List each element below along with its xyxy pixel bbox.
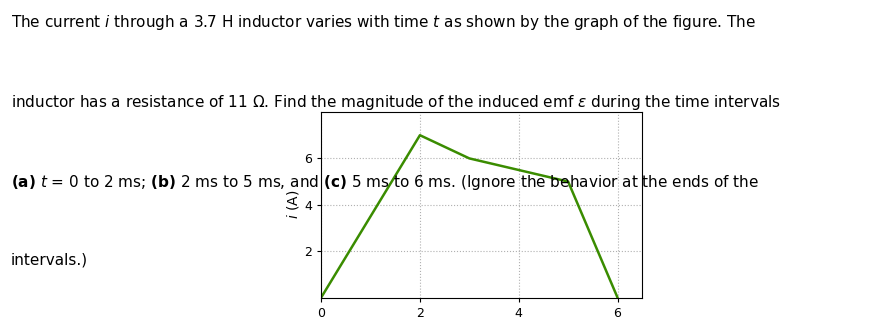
Text: The current $\mathit{i}$ through a 3.7 H inductor varies with time $\mathit{t}$ : The current $\mathit{i}$ through a 3.7 H… xyxy=(11,13,756,32)
Text: intervals.): intervals.) xyxy=(11,253,87,268)
Y-axis label: $\mathit{i}$ (A): $\mathit{i}$ (A) xyxy=(285,190,301,220)
Text: $\mathbf{(a)}$ $\mathit{t}$ = 0 to 2 ms; $\mathbf{(b)}$ 2 ms to 5 ms, and $\math: $\mathbf{(a)}$ $\mathit{t}$ = 0 to 2 ms;… xyxy=(11,173,759,192)
Text: inductor has a resistance of 11 $\Omega$. Find the magnitude of the induced emf : inductor has a resistance of 11 $\Omega$… xyxy=(11,93,780,112)
